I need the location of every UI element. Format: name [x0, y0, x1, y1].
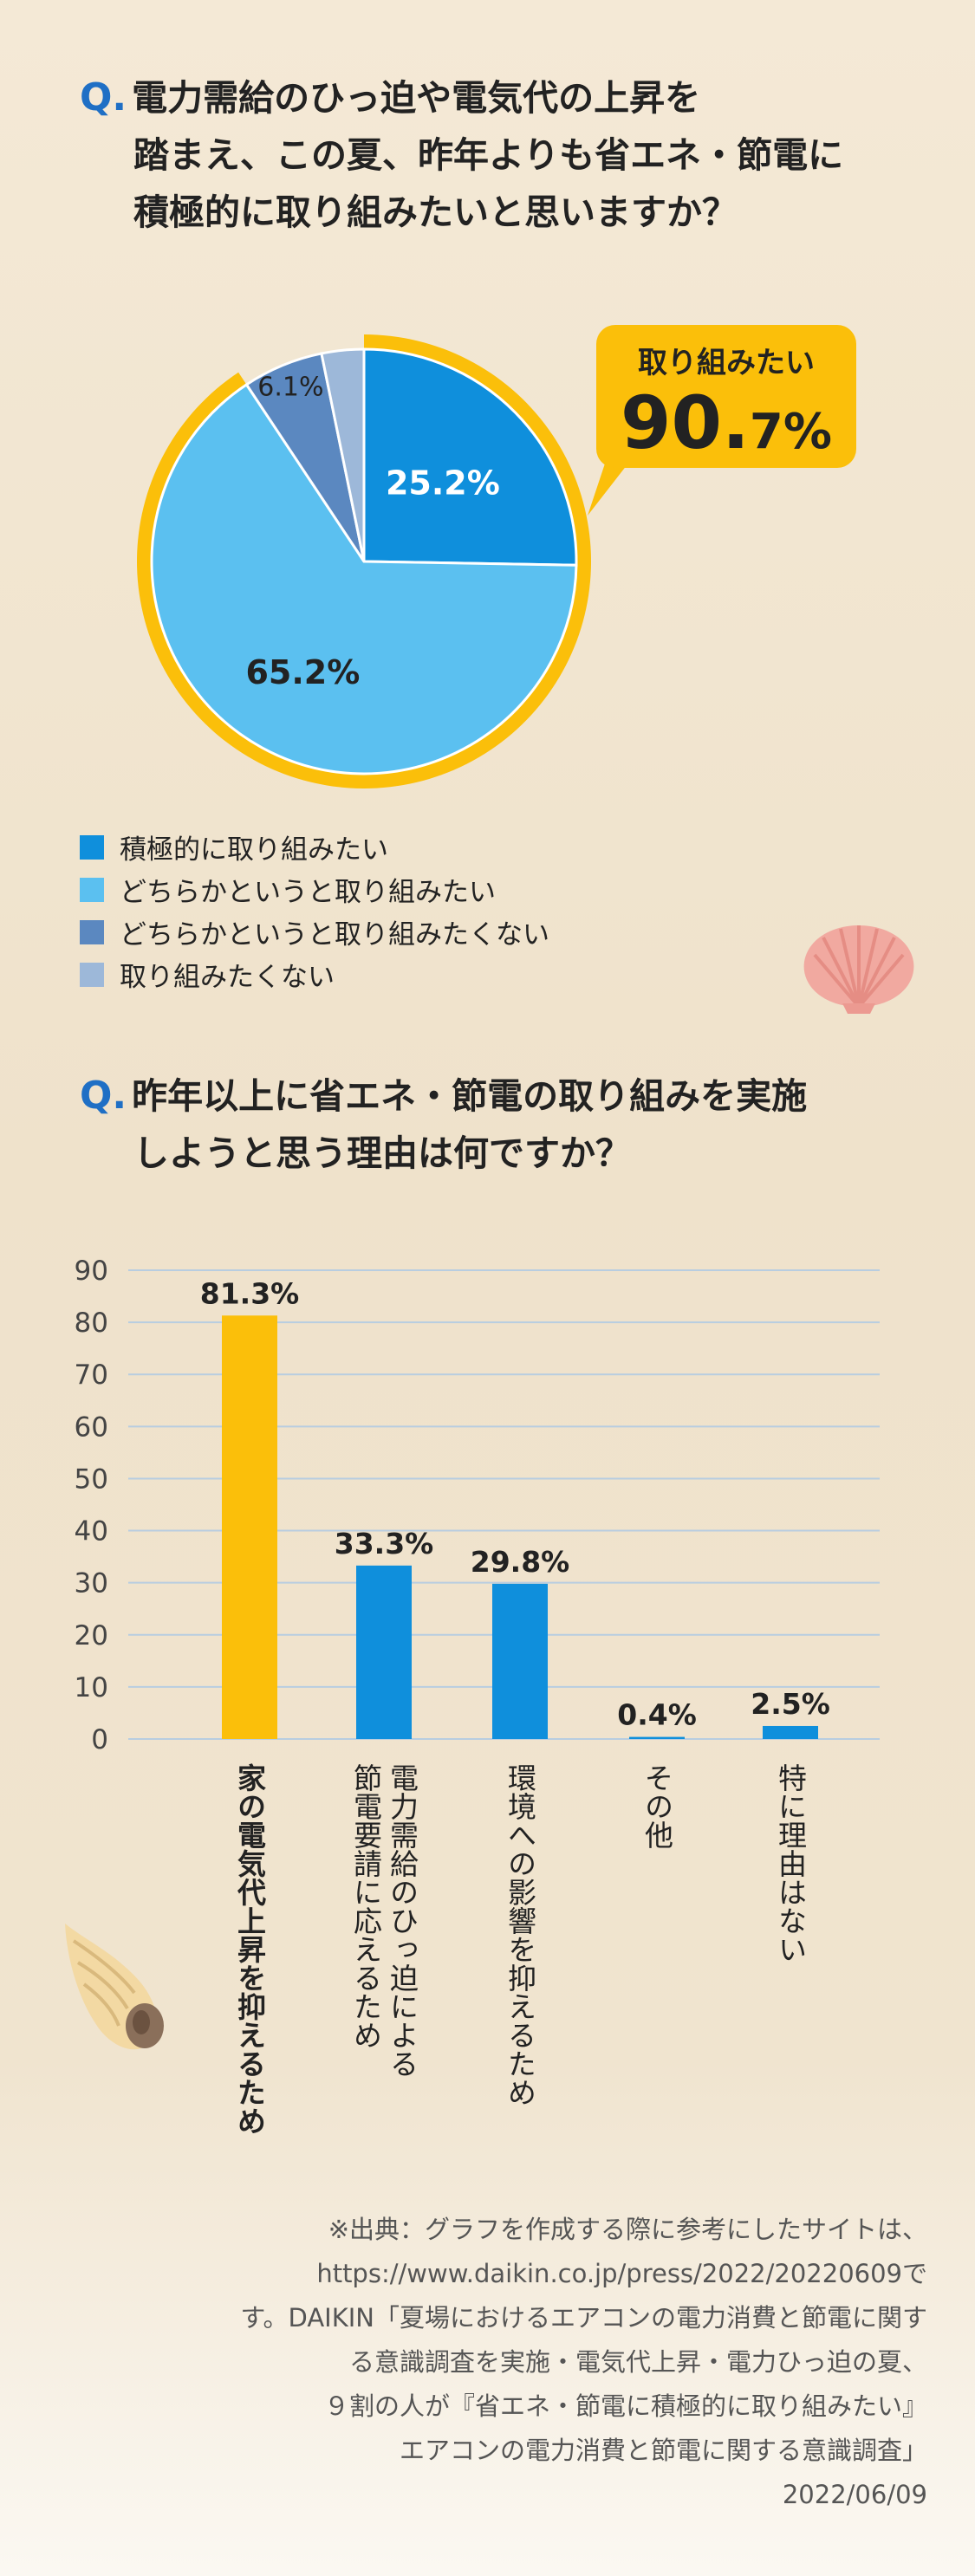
pie-value-label: 25.2% [386, 464, 500, 503]
pie-slice [150, 382, 578, 775]
pie-chart: 25.2%65.2%6.1%3.2% [136, 334, 591, 788]
question-2-line: Q. 昨年以上に省エネ・節電の取り組みを実施 [80, 1067, 807, 1125]
bar-value-label: 0.4% [617, 1698, 697, 1732]
bar [222, 1315, 277, 1739]
pie-value-label: 6.1% [257, 372, 323, 402]
legend-item: どちらかというと取り組みたい [80, 868, 549, 911]
question-1-text-3: 積極的に取り組みたいと思いますか？ [133, 191, 738, 233]
callout-label: 取り組みたい [638, 346, 815, 380]
pie-slice [320, 347, 366, 562]
source-date: 2022/06/09 [782, 2480, 927, 2509]
pie-legend: 積極的に取り組みたい どちらかというと取り組みたい どちらかというと取り組みたく… [80, 826, 549, 996]
question-1-mark: Q. [80, 75, 127, 120]
source-line: す。DAIKIN「夏場におけるエアコンの電力消費と節電に関す [240, 2303, 927, 2333]
source-line: ※出典：グラフを作成する際に参考にしたサイトは、 [328, 2215, 927, 2244]
x-category-label: その他 [640, 1763, 674, 1849]
callout-value: 90.7% [596, 381, 856, 474]
source-line: る意識調査を実施・電気代上昇・電力ひっ迫の夏、 [348, 2347, 927, 2377]
legend-swatch [80, 919, 104, 944]
bar-value-label: 29.8% [471, 1545, 570, 1579]
legend-label: どちらかというと取り組みたい [120, 877, 496, 908]
bar-value-label: 2.5% [751, 1687, 830, 1721]
bar-value-label: 81.3% [200, 1276, 300, 1310]
legend-label: 取り組みたくない [120, 962, 335, 993]
y-tick-label: 90 [75, 1256, 108, 1287]
source-note: ※出典：グラフを作成する際に参考にしたサイトは、 https://www.dai… [61, 2208, 927, 2517]
legend-label: どちらかというと取り組みたくない [120, 919, 549, 951]
x-category-label: 節電要請に応えるため [349, 1763, 383, 2049]
legend-item: どちらかというと取り組みたくない [80, 911, 549, 953]
legend-item: 積極的に取り組みたい [80, 826, 549, 868]
question-1-text-1: 電力需給のひっ迫や電気代の上昇を [132, 77, 701, 119]
y-tick-label: 20 [75, 1620, 108, 1651]
question-2-text-2: しようと思う理由は何ですか？ [133, 1132, 631, 1174]
question-2-text-1: 昨年以上に省エネ・節電の取り組みを実施 [132, 1075, 808, 1117]
bar [629, 1736, 685, 1739]
conch-shell-icon [65, 1924, 164, 2050]
bar-value-label: 33.3% [335, 1527, 434, 1561]
x-category-label: 電力需給のひっ迫による [386, 1763, 419, 2078]
question-2: Q. 昨年以上に省エネ・節電の取り組みを実施 しようと思う理由は何ですか？ [80, 1067, 807, 1182]
pie-value-label: 65.2% [245, 653, 360, 691]
question-1: Q. 電力需給のひっ迫や電気代の上昇を 踏まえ、この夏、昨年よりも省エネ・節電に … [80, 69, 843, 241]
bar [492, 1583, 548, 1739]
y-tick-label: 30 [75, 1568, 108, 1599]
y-tick-label: 70 [75, 1359, 108, 1391]
source-line: ９割の人が『省エネ・節電に積極的に取り組みたい』 [323, 2391, 927, 2421]
bar [356, 1565, 412, 1739]
y-tick-label: 10 [75, 1672, 108, 1703]
callout-value-suffix: 7% [749, 404, 832, 460]
legend-swatch [80, 877, 104, 902]
question-2-mark: Q. [80, 1074, 127, 1118]
pie-slice [362, 347, 578, 567]
source-line: https://www.daikin.co.jp/press/2022/2022… [316, 2259, 927, 2288]
x-category-label: 特に理由はない [774, 1763, 808, 1963]
legend-item: 取り組みたくない [80, 953, 549, 996]
y-tick-label: 40 [75, 1516, 108, 1548]
bar-chart: 0 10 20 30 40 50 60 70 80 90 81.3% 33.3% 29.8% 0.4% 2… [75, 1256, 880, 2135]
y-tick-label: 60 [75, 1411, 108, 1443]
question-1-line: Q. 電力需給のひっ迫や電気代の上昇を [80, 69, 843, 127]
x-category-label: 家の電気代上昇を抑えるため [233, 1763, 268, 2135]
scallop-shell-icon [803, 925, 914, 1014]
question-1-text-2: 踏まえ、この夏、昨年よりも省エネ・節電に [133, 134, 844, 176]
bar [763, 1725, 818, 1739]
callout-bubble: 取り組みたい 90.7% [596, 325, 856, 468]
legend-swatch [80, 962, 104, 987]
y-tick-label: 0 [91, 1724, 108, 1755]
y-tick-label: 50 [75, 1463, 108, 1495]
callout-value-number: 90. [621, 380, 750, 465]
x-category-label: 環境への影響を抑えるため [504, 1763, 537, 2106]
source-line: エアコンの電力消費と節電に関する意識調査」 [399, 2436, 927, 2465]
legend-label: 積極的に取り組みたい [120, 834, 388, 866]
legend-swatch [80, 834, 104, 860]
y-tick-label: 80 [75, 1307, 108, 1339]
